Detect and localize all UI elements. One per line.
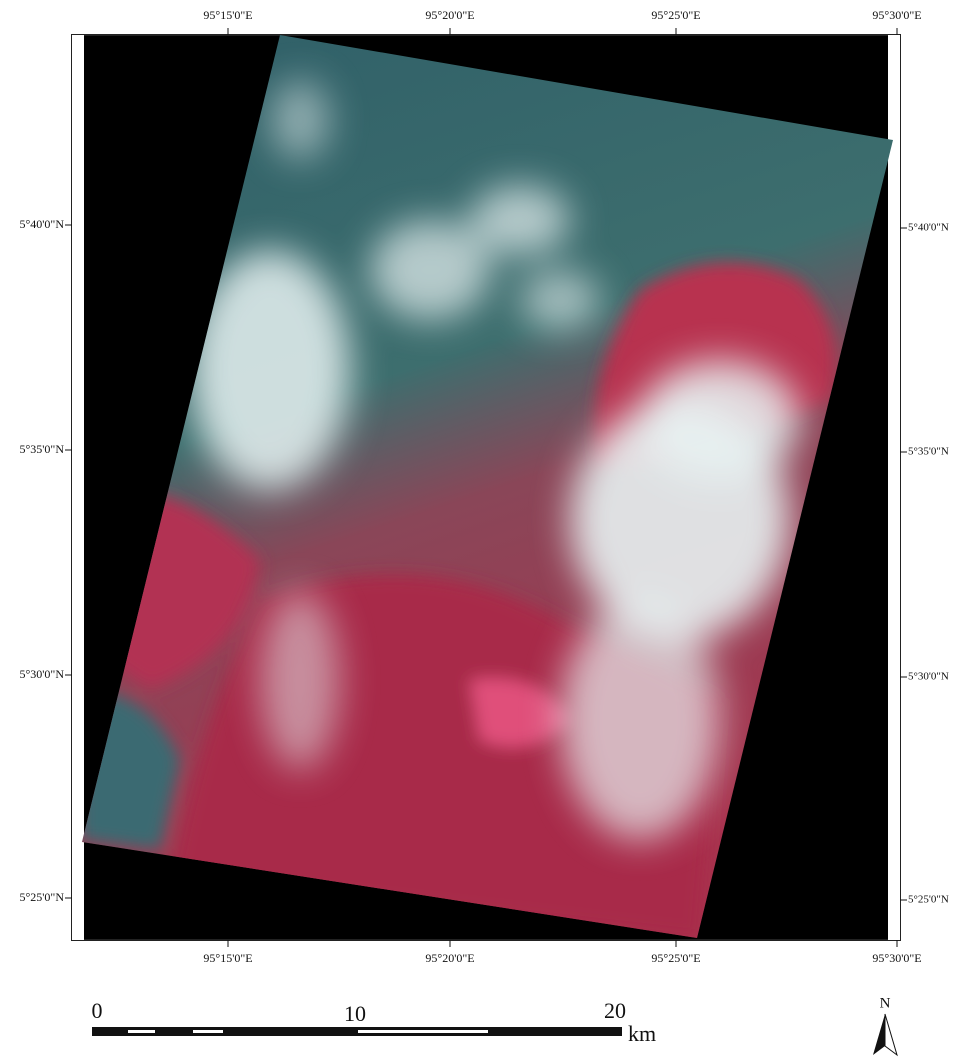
latitude-label: 5°25'0"N — [19, 890, 64, 904]
longitude-label: 95°30'0"E — [872, 951, 921, 965]
latitude-label: 5°30'0"N — [908, 671, 949, 683]
longitude-label: 95°25'0"E — [651, 951, 700, 965]
longitude-label: 95°30'0"E — [872, 8, 921, 22]
scale-bar-segment — [128, 1030, 155, 1033]
latitude-label: 5°35'0"N — [908, 446, 949, 458]
longitude-label: 95°20'0"E — [425, 951, 474, 965]
scale-bar-body — [92, 1027, 622, 1036]
scale-label: 0 — [92, 998, 103, 1023]
longitude-label: 95°20'0"E — [425, 8, 474, 22]
longitude-label: 95°15'0"E — [203, 951, 252, 965]
scale-label: 10 — [344, 1001, 366, 1026]
frame-margin — [888, 35, 900, 940]
scale-bar-segment — [193, 1030, 223, 1033]
scale-bar — [92, 1027, 622, 1036]
latitude-label: 5°35'0"N — [19, 442, 64, 456]
frame-margin — [72, 35, 84, 940]
scale-unit: km — [628, 1021, 656, 1046]
latitude-label: 5°40'0"N — [19, 217, 64, 231]
longitude-label: 95°25'0"E — [651, 8, 700, 22]
scale-label: 20 — [604, 998, 626, 1023]
latitude-label: 5°30'0"N — [19, 667, 64, 681]
north-arrow — [873, 1014, 897, 1055]
latitude-label: 5°25'0"N — [908, 894, 949, 906]
longitude-label: 95°15'0"E — [203, 8, 252, 22]
latitude-label: 5°40'0"N — [908, 222, 949, 234]
north-label: N — [880, 995, 891, 1011]
map-figure: 0 10 20 km N 95°15'0"E 95°20'0"E 95°25'0"E… — [0, 0, 965, 1061]
scale-bar-segment — [358, 1030, 488, 1033]
